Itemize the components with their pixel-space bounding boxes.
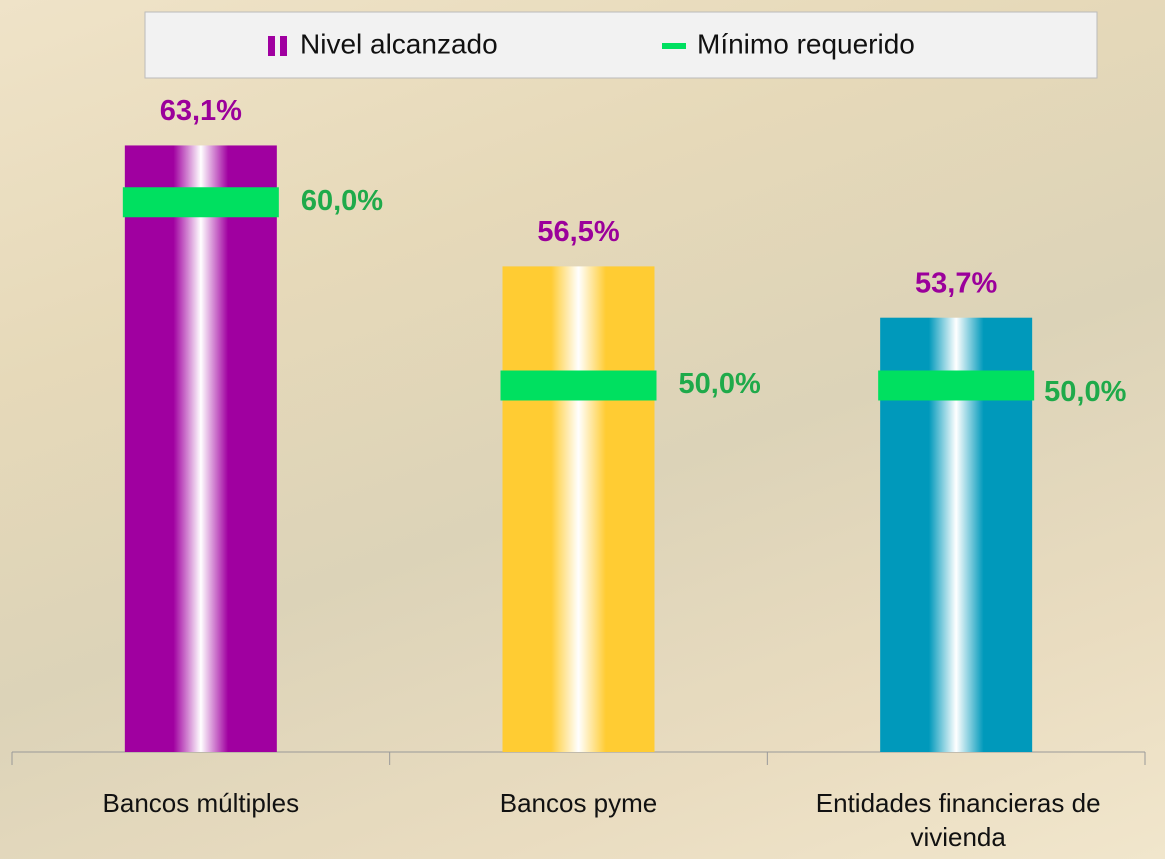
minimum-marker	[122, 187, 279, 218]
legend-swatch	[662, 43, 686, 49]
legend-label: Nivel alcanzado	[300, 28, 498, 59]
bar-value-label: 53,7%	[915, 267, 997, 299]
marker-value-label: 50,0%	[679, 368, 761, 400]
legend-box	[144, 11, 1098, 79]
x-tick-label: Bancos múltiples	[102, 788, 300, 818]
bar	[124, 145, 277, 752]
x-tick-label: Entidades financieras de vivienda	[815, 788, 1101, 852]
legend-swatch	[268, 36, 275, 56]
bar-value-label: 63,1%	[160, 95, 242, 127]
minimum-marker	[878, 370, 1035, 401]
marker-value-label: 60,0%	[301, 185, 383, 217]
bar-value-label: 56,5%	[537, 216, 619, 248]
legend-swatch	[280, 36, 287, 56]
bar	[502, 266, 655, 752]
marker-value-label: 50,0%	[1044, 376, 1126, 408]
minimum-marker	[500, 370, 657, 401]
x-tick-label: Bancos pyme	[499, 788, 658, 818]
legend-label: Mínimo requerido	[697, 28, 915, 59]
